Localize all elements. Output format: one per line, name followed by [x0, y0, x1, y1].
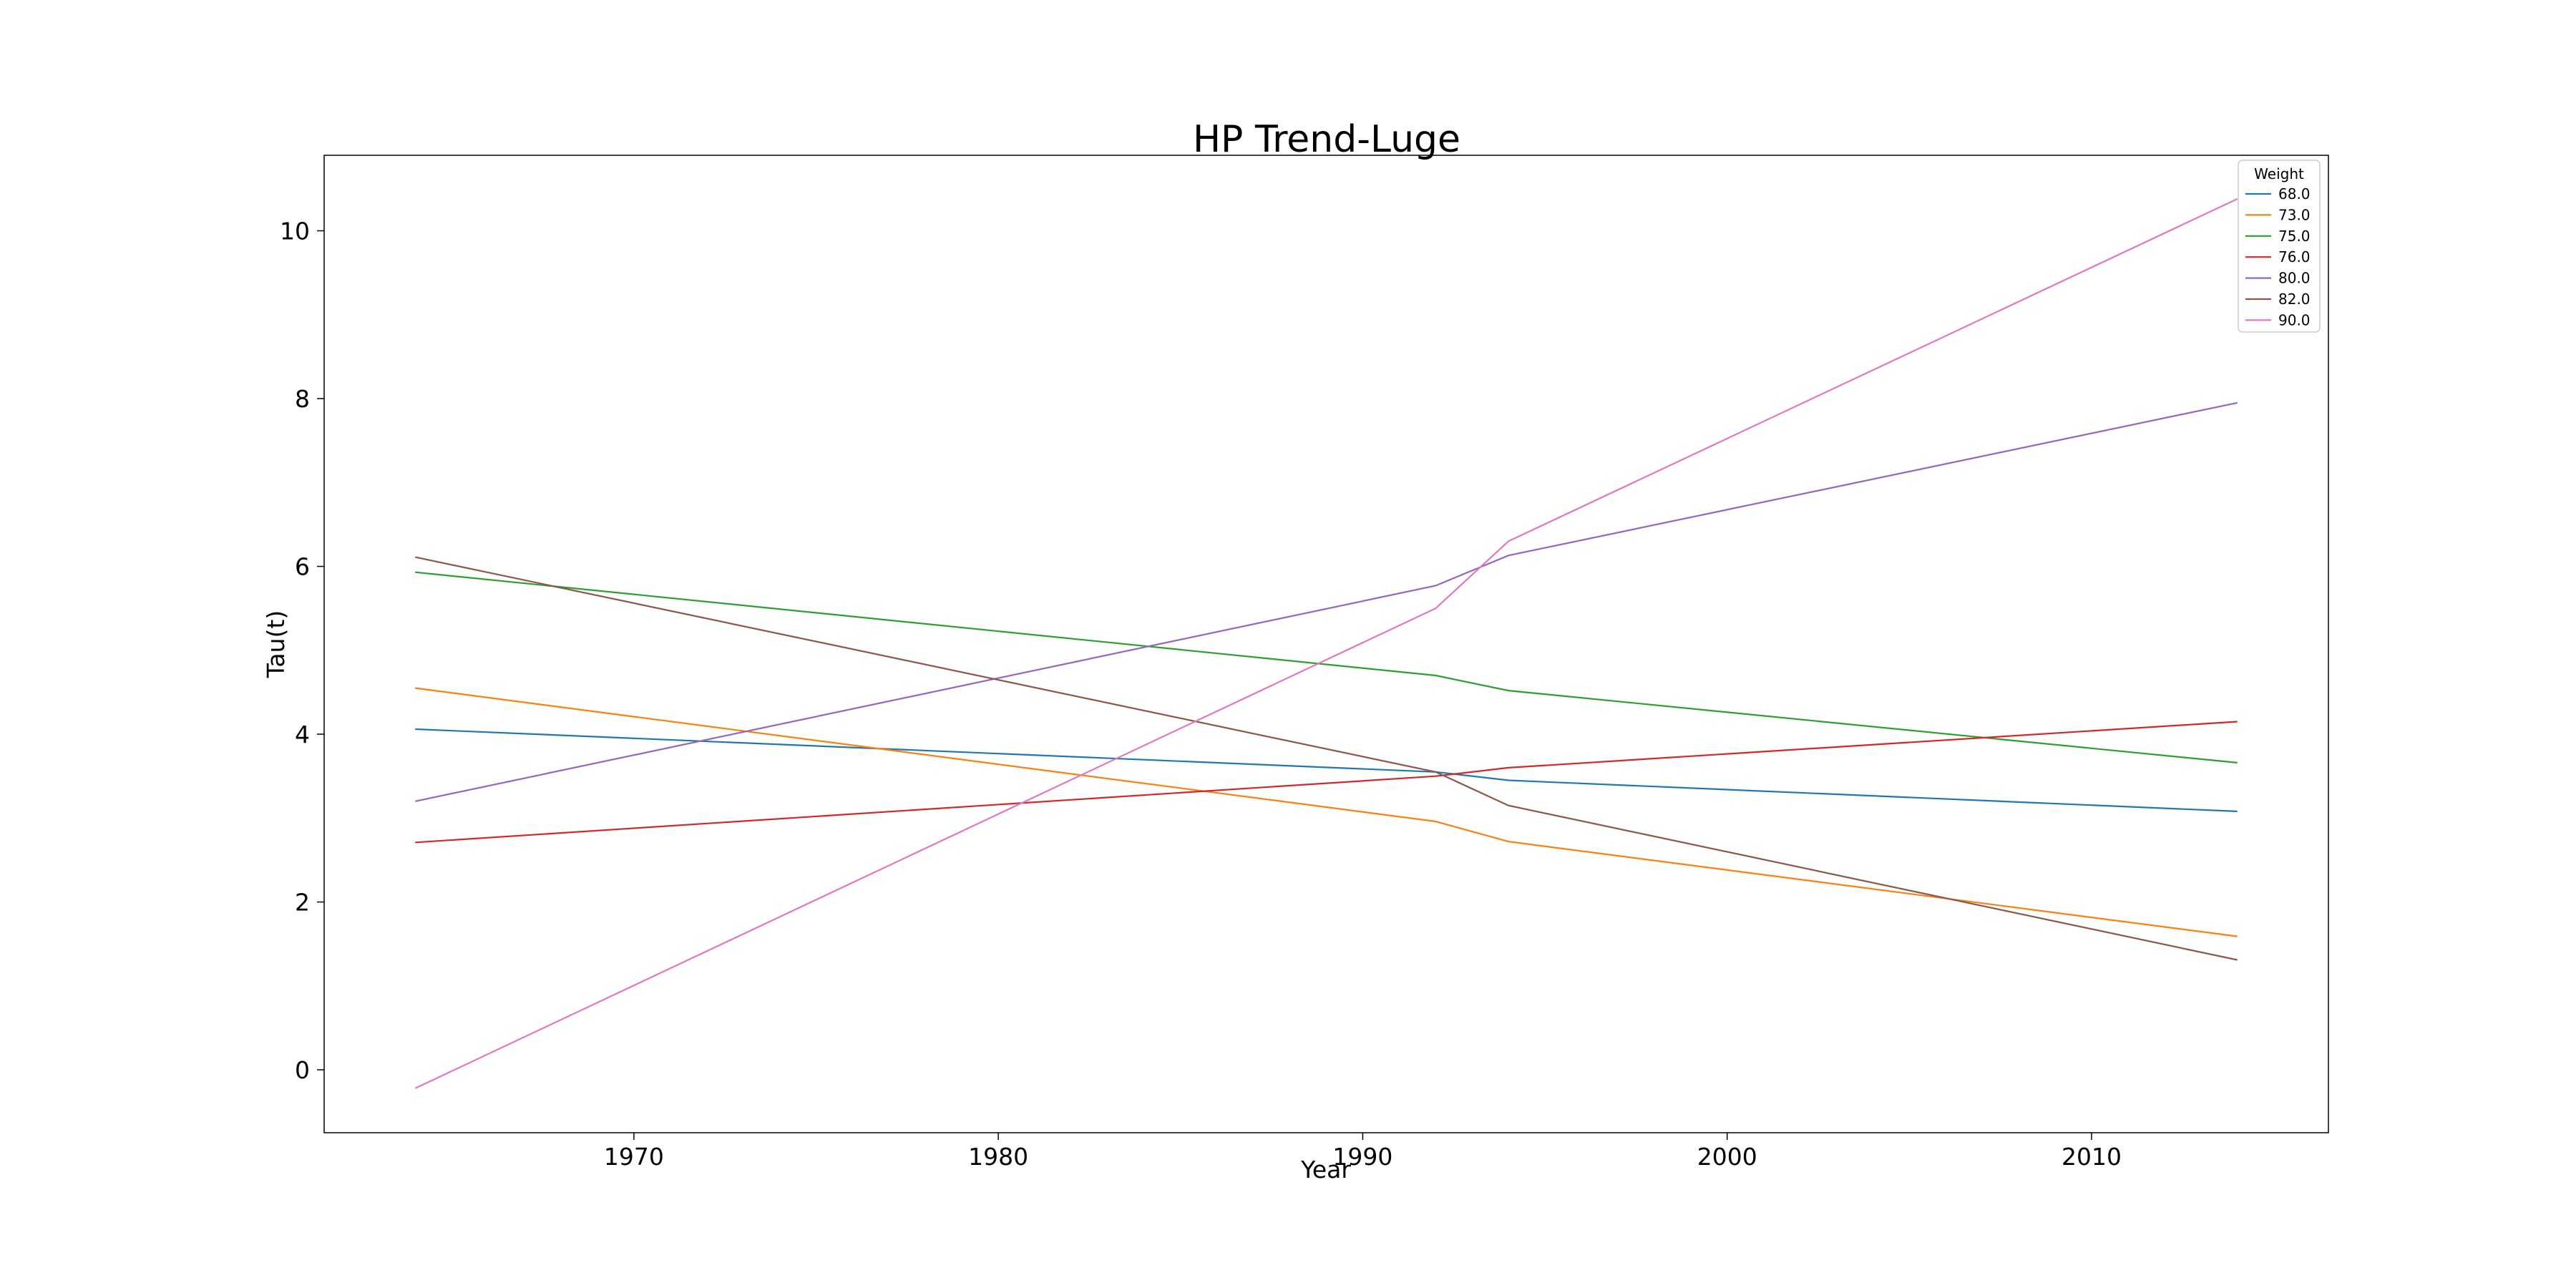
legend-label-68.0: 68.0 — [2278, 185, 2311, 203]
y-tick-label: 8 — [295, 385, 310, 413]
legend-box — [2238, 160, 2321, 333]
series-line-82.0 — [415, 556, 2238, 961]
series-line-76.0 — [415, 721, 2238, 844]
series-line-80.0 — [415, 401, 2238, 802]
series-line-75.0 — [415, 571, 2238, 763]
series-lines — [414, 198, 2238, 1089]
y-tick-label: 2 — [295, 889, 310, 917]
y-tick-label: 10 — [280, 218, 310, 245]
legend-label-75.0: 75.0 — [2278, 228, 2311, 245]
series-line-68.0 — [415, 728, 2238, 812]
legend-label-73.0: 73.0 — [2278, 206, 2311, 223]
legend-items: 68.0 73.0 75.0 76.0 80.0 82.0 90.0 — [2245, 185, 2311, 328]
legend-label-76.0: 76.0 — [2278, 248, 2311, 265]
x-tick-label: 1980 — [968, 1143, 1028, 1171]
legend-label-90.0: 90.0 — [2278, 311, 2311, 328]
x-tick-label: 2000 — [1697, 1143, 1757, 1171]
y-tick-label: 4 — [295, 721, 310, 748]
legend: Weight 68.0 73.0 75.0 76.0 80.0 82.0 90.0 — [2238, 160, 2321, 333]
x-axis-ticks: 1970 1980 1990 2000 2010 — [604, 1133, 2122, 1171]
legend-label-80.0: 80.0 — [2278, 270, 2311, 287]
x-tick-label: 1970 — [604, 1143, 664, 1171]
plot-area-frame — [323, 155, 2329, 1133]
x-tick-label: 2010 — [2062, 1143, 2122, 1171]
legend-label-82.0: 82.0 — [2278, 291, 2311, 308]
y-tick-label: 0 — [295, 1056, 310, 1084]
x-axis-label: Year — [1300, 1156, 1351, 1184]
x-tick-label: 1990 — [1332, 1143, 1392, 1171]
series-line-73.0 — [415, 687, 2238, 937]
y-axis-ticks: 0 2 4 6 8 10 — [280, 218, 324, 1084]
legend-title: Weight — [2254, 165, 2304, 182]
series-line-90.0 — [414, 198, 2238, 1089]
chart-title: HP Trend-Luge — [1193, 118, 1460, 161]
y-tick-label: 6 — [295, 553, 310, 581]
y-axis-label: Tau(t) — [262, 610, 290, 679]
